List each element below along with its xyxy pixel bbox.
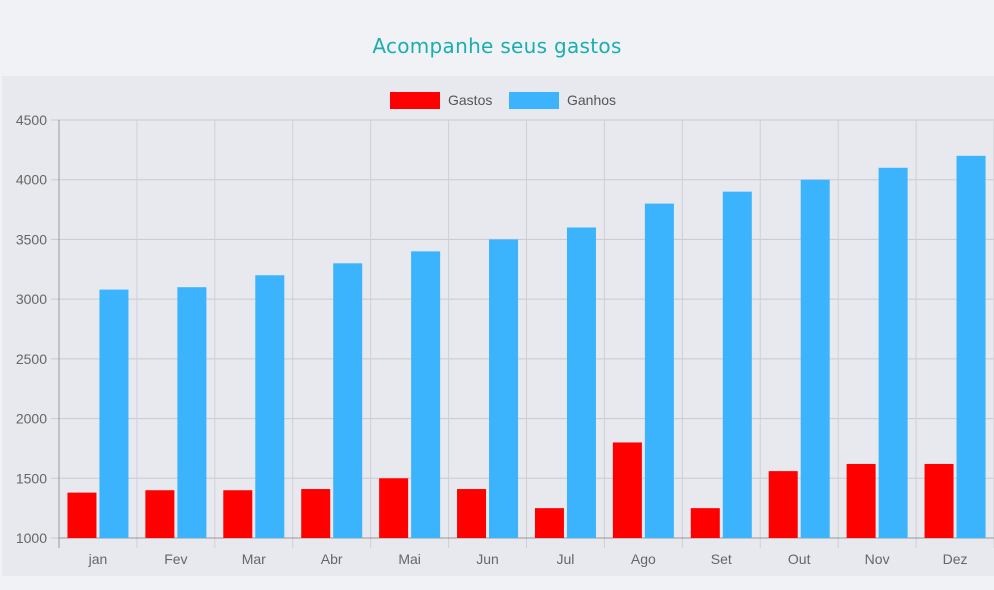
bar-ganhos-dez[interactable] xyxy=(956,155,986,538)
bar-ganhos-out[interactable] xyxy=(800,179,830,538)
bar-gastos-dez[interactable] xyxy=(924,463,954,538)
bar-gastos-jun[interactable] xyxy=(457,489,487,538)
x-tick-label: Jun xyxy=(476,551,499,567)
x-tick-label: Nov xyxy=(865,551,890,567)
bar-ganhos-jan[interactable] xyxy=(99,289,129,538)
x-tick-label: Fev xyxy=(164,551,187,567)
bar-gastos-set[interactable] xyxy=(690,508,720,538)
chart-grid xyxy=(51,119,994,548)
bar-ganhos-fev[interactable] xyxy=(177,287,207,538)
x-tick-label: jan xyxy=(88,551,108,567)
chart-canvas: 4500 4000 3500 3000 2500 2000 1500 1000 jan Fev Ma… xyxy=(16,92,994,567)
y-tick-label: 4500 xyxy=(16,112,47,128)
bar-ganhos-jun[interactable] xyxy=(489,239,519,538)
bar-gastos-out[interactable] xyxy=(768,471,798,538)
bar-gastos-ago[interactable] xyxy=(612,442,642,538)
chart-bars xyxy=(67,155,986,538)
y-tick-label: 1500 xyxy=(16,470,47,486)
bar-gastos-mai[interactable] xyxy=(379,478,409,538)
x-tick-label: Dez xyxy=(943,551,968,567)
bar-gastos-jul[interactable] xyxy=(534,508,564,538)
chart-legend[interactable]: Gastos Ganhos xyxy=(390,92,616,109)
legend-item-gastos[interactable]: Gastos xyxy=(390,92,492,109)
x-tick-label: Abr xyxy=(321,551,343,567)
x-tick-label: Ago xyxy=(631,551,656,567)
y-tick-label: 3500 xyxy=(16,231,47,247)
legend-item-ganhos[interactable]: Ganhos xyxy=(509,92,616,109)
legend-swatch xyxy=(390,92,440,109)
x-tick-label: Set xyxy=(711,551,732,567)
legend-swatch xyxy=(509,92,559,109)
bar-ganhos-set[interactable] xyxy=(722,191,752,538)
y-tick-label: 2500 xyxy=(16,351,47,367)
bar-ganhos-mar[interactable] xyxy=(255,275,285,538)
bar-ganhos-jul[interactable] xyxy=(566,227,596,538)
x-tick-label: Mar xyxy=(242,551,266,567)
bar-gastos-fev[interactable] xyxy=(145,490,175,538)
legend-label: Gastos xyxy=(448,92,492,108)
bar-ganhos-ago[interactable] xyxy=(644,203,674,538)
y-tick-label: 3000 xyxy=(16,291,47,307)
x-tick-label: Jul xyxy=(557,551,575,567)
bar-gastos-mar[interactable] xyxy=(223,490,253,538)
bar-gastos-nov[interactable] xyxy=(846,463,876,538)
chart-axes: 4500 4000 3500 3000 2500 2000 1500 1000 jan Fev Ma… xyxy=(16,112,968,567)
x-tick-label: Mai xyxy=(398,551,421,567)
bar-chart: 4500 4000 3500 3000 2500 2000 1500 1000 jan Fev Ma… xyxy=(2,76,994,576)
bar-ganhos-abr[interactable] xyxy=(333,263,363,538)
y-tick-label: 4000 xyxy=(16,172,47,188)
legend-label: Ganhos xyxy=(567,92,616,108)
y-tick-label: 1000 xyxy=(16,530,47,546)
page-title: Acompanhe seus gastos xyxy=(372,34,622,58)
bar-gastos-abr[interactable] xyxy=(301,489,331,538)
bar-ganhos-nov[interactable] xyxy=(878,167,908,538)
bar-gastos-jan[interactable] xyxy=(67,492,97,538)
x-tick-label: Out xyxy=(788,551,811,567)
y-tick-label: 2000 xyxy=(16,411,47,427)
bar-ganhos-mai[interactable] xyxy=(411,251,441,538)
